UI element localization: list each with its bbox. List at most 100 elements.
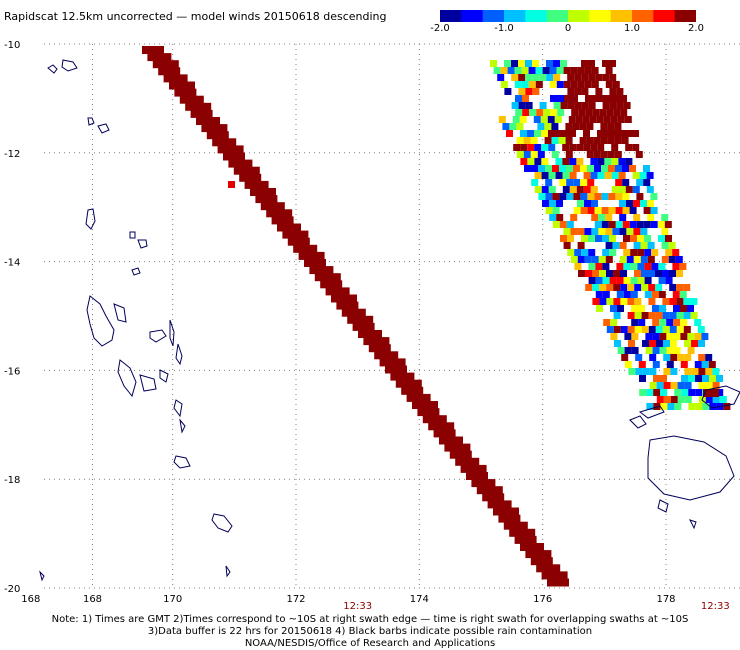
wind-cell [516,137,524,144]
wind-cell [507,67,515,74]
wind-cell [647,242,655,249]
wind-cell [581,102,589,109]
wind-cell [615,221,623,228]
wind-cell [587,207,595,214]
wind-cell [598,228,606,235]
island-outline [139,374,157,392]
wind-cell [629,165,636,172]
wind-cell [601,193,609,200]
wind-cell [592,95,599,102]
time-label: 12:33 [343,601,372,610]
wind-cell [631,305,638,312]
wind-cell [538,193,546,200]
wind-cell [579,123,587,130]
wind-cell [670,354,678,361]
wind-cell [642,340,649,347]
wind-cell [646,172,654,179]
wind-cell [567,102,575,109]
wind-cell [608,221,616,228]
wind-cell [604,172,612,179]
wind-cell [633,214,641,221]
wind-cell [647,256,655,263]
wind-cell [621,354,629,361]
swath-cell [233,166,260,175]
wind-cell [688,389,696,396]
wind-cell [595,74,603,81]
wind-cell [602,291,610,298]
colorbar-tick: 0 [564,23,572,34]
wind-cell [602,235,609,242]
wind-cell [648,312,656,319]
wind-cell [514,81,522,88]
wind-cell [569,158,577,165]
wind-cell [666,361,674,368]
wind-cell [518,88,526,95]
wind-cell [640,228,648,235]
wind-cell [544,137,552,144]
wind-cell [712,368,720,375]
wind-cell [592,298,600,305]
wind-cell [613,298,621,305]
wind-cell [620,95,627,102]
wind-cell [570,214,578,221]
wind-cell [569,172,577,179]
wind-cell [666,347,674,354]
swath-cell [260,202,285,211]
wind-cell [577,81,585,88]
wind-cell [652,305,659,312]
wind-cell [567,249,575,256]
wind-cell [565,137,573,144]
colorbar-segment [461,10,484,22]
wind-cell [610,319,618,326]
wind-cell [709,403,717,410]
wind-cell [622,221,630,228]
wind-cell [606,95,613,102]
wind-cell [644,291,652,298]
wind-cell [560,60,567,67]
island-outline [173,455,191,469]
wind-cell [662,326,670,333]
wind-cell [571,95,578,102]
wind-cell [606,109,614,116]
wind-cell [553,60,560,67]
wind-cell [684,368,692,375]
wind-cell [687,333,695,340]
colorbar-segment [632,10,654,22]
wind-cell [595,235,602,242]
swath-cell [266,209,293,218]
wind-cell [597,130,604,137]
wind-cell [683,312,691,319]
wind-cell [605,81,613,88]
wind-cell [605,242,613,249]
wind-cell [630,277,638,284]
wind-cell [688,403,696,410]
wind-cell [662,312,670,319]
wind-cell [610,305,617,312]
wind-cell [588,102,596,109]
colorbar-segment [482,10,505,22]
wind-cell [611,130,618,137]
wind-cell [607,123,615,130]
wind-cell [604,158,612,165]
wind-cell [569,130,576,137]
swath-cell [347,315,374,324]
wind-cell [582,116,590,123]
wind-cell [624,116,632,123]
wind-cell [698,368,706,375]
colorbar-tick: 1.0 [624,23,640,34]
wind-cell [684,396,692,403]
wind-cell [625,186,633,193]
wind-cell [614,123,622,130]
wind-cell [661,242,669,249]
swath-cell [520,543,544,551]
wind-cell [702,403,710,410]
wind-cell [534,130,541,137]
wind-cell [705,368,713,375]
wind-cell [498,116,506,123]
swath-cell [536,564,561,573]
wind-cell [650,207,658,214]
swath-cell [147,53,172,62]
wind-cell [684,340,691,347]
wind-cell [639,375,646,382]
